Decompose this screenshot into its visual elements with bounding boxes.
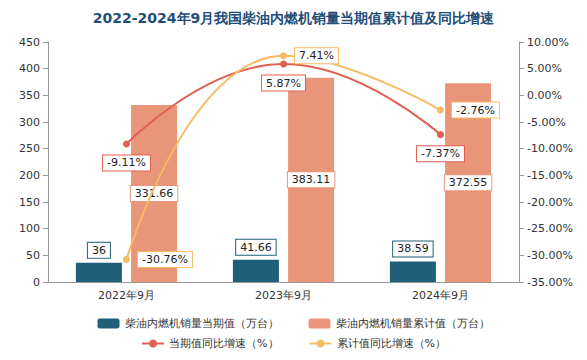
svg-text:柴油内燃机销量当期值（万台）: 柴油内燃机销量当期值（万台）	[125, 317, 279, 330]
svg-text:150: 150	[19, 196, 40, 209]
svg-text:-35.00%: -35.00%	[527, 276, 573, 289]
svg-text:5.87%: 5.87%	[266, 77, 301, 90]
svg-text:-2.76%: -2.76%	[456, 104, 495, 117]
svg-text:41.66: 41.66	[240, 241, 272, 254]
svg-text:50: 50	[26, 249, 40, 262]
svg-text:7.41%: 7.41%	[299, 49, 334, 62]
svg-text:-30.76%: -30.76%	[142, 253, 188, 266]
svg-text:2022年9月: 2022年9月	[98, 289, 155, 302]
svg-text:2023年9月: 2023年9月	[255, 289, 312, 302]
svg-text:0.00%: 0.00%	[527, 89, 562, 102]
svg-text:200: 200	[19, 169, 40, 182]
svg-text:2022-2024年9月我国柴油内燃机销量当期值累计值及同比: 2022-2024年9月我国柴油内燃机销量当期值累计值及同比增速	[93, 10, 495, 26]
svg-text:0: 0	[33, 276, 40, 289]
svg-text:-30.00%: -30.00%	[527, 249, 573, 262]
svg-text:-9.11%: -9.11%	[107, 156, 146, 169]
svg-text:累计值同比增速（%）: 累计值同比增速（%）	[337, 337, 446, 350]
svg-text:250: 250	[19, 142, 40, 155]
svg-text:-15.00%: -15.00%	[527, 169, 573, 182]
svg-text:-5.00%: -5.00%	[527, 116, 566, 129]
svg-text:2024年9月: 2024年9月	[412, 289, 469, 302]
svg-text:-10.00%: -10.00%	[527, 142, 573, 155]
svg-text:350: 350	[19, 89, 40, 102]
svg-text:5.00%: 5.00%	[527, 62, 562, 75]
svg-text:-20.00%: -20.00%	[527, 196, 573, 209]
svg-text:36: 36	[92, 244, 106, 257]
svg-text:383.11: 383.11	[292, 173, 331, 186]
svg-text:-25.00%: -25.00%	[527, 222, 573, 235]
svg-text:300: 300	[19, 116, 40, 129]
svg-text:331.66: 331.66	[134, 187, 174, 201]
svg-text:372.55: 372.55	[449, 176, 488, 189]
svg-text:400: 400	[19, 62, 40, 75]
svg-text:柴油内燃机销量累计值（万台）: 柴油内燃机销量累计值（万台）	[336, 317, 490, 330]
svg-text:当期值同比增速（%）: 当期值同比增速（%）	[169, 337, 278, 350]
svg-text:100: 100	[19, 222, 40, 235]
svg-text:450: 450	[19, 36, 40, 49]
svg-text:38.59: 38.59	[397, 242, 429, 255]
svg-text:10.00%: 10.00%	[527, 36, 569, 49]
svg-text:-7.37%: -7.37%	[421, 147, 460, 160]
